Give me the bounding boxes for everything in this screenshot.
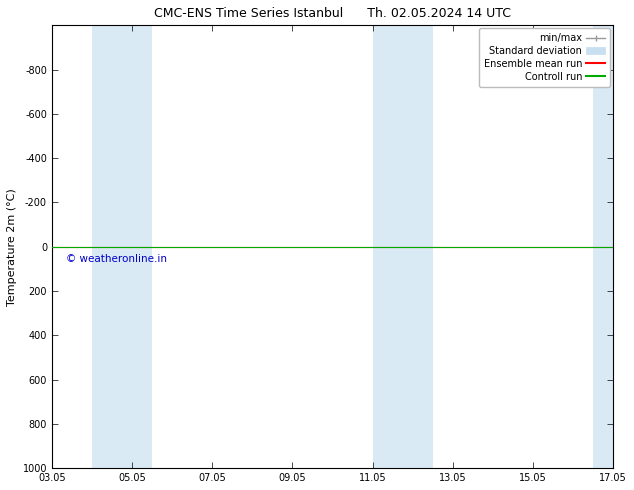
Bar [373, 25, 433, 468]
Y-axis label: Temperature 2m (°C): Temperature 2m (°C) [7, 188, 17, 306]
Title: CMC-ENS Time Series Istanbul      Th. 02.05.2024 14 UTC: CMC-ENS Time Series Istanbul Th. 02.05.2… [154, 7, 511, 20]
Legend: min/max, Standard deviation, Ensemble mean run, Controll run: min/max, Standard deviation, Ensemble me… [479, 28, 611, 87]
Bar [92, 25, 152, 468]
Text: © weatheronline.in: © weatheronline.in [66, 254, 167, 264]
Bar [593, 25, 613, 468]
